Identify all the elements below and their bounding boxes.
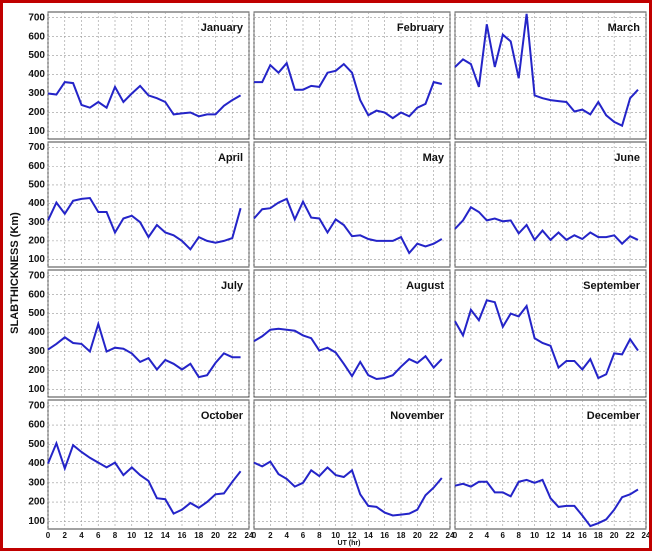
x-tick-label: 14 xyxy=(161,531,170,540)
panel-title: June xyxy=(614,152,640,164)
x-tick-label: 10 xyxy=(127,531,136,540)
y-tick-label: 500 xyxy=(28,439,45,450)
x-tick-label: 4 xyxy=(284,531,289,540)
y-tick-label: 400 xyxy=(28,458,45,469)
x-tick-label: 18 xyxy=(594,531,603,540)
data-line xyxy=(253,327,443,381)
x-tick-label: 4 xyxy=(485,531,490,540)
chart: SLABTHICKNESS (Km) UT (hr) 1002003004005… xyxy=(9,11,649,547)
y-tick-label: 700 xyxy=(28,400,45,411)
y-tick-label: 700 xyxy=(28,270,45,281)
data-line xyxy=(47,81,242,118)
y-tick-label: 600 xyxy=(28,31,45,42)
y-tick-label: 500 xyxy=(28,308,45,319)
data-line xyxy=(47,196,242,251)
data-line xyxy=(47,440,242,515)
x-tick-label: 22 xyxy=(626,531,635,540)
data-line xyxy=(47,320,241,379)
x-tick-label: 24 xyxy=(245,531,254,540)
x-tick-label: 8 xyxy=(516,531,521,540)
x-tick-label: 6 xyxy=(96,531,101,540)
y-tick-label: 300 xyxy=(28,217,45,228)
data-line xyxy=(454,478,639,528)
data-line xyxy=(454,205,639,246)
panel-title: November xyxy=(390,410,445,422)
panel-title: December xyxy=(587,410,641,422)
y-tick-label: 200 xyxy=(28,365,45,376)
x-tick-label: 16 xyxy=(380,531,389,540)
x-tick-label: 2 xyxy=(63,531,68,540)
y-tick-label: 400 xyxy=(28,327,45,338)
x-tick-label: 10 xyxy=(331,531,340,540)
y-tick-label: 600 xyxy=(28,420,45,431)
y-tick-label: 500 xyxy=(28,180,45,191)
x-tick-label: 8 xyxy=(317,531,322,540)
x-tick-label: 18 xyxy=(194,531,203,540)
x-tick-label: 24 xyxy=(642,531,649,540)
x-tick-label: 22 xyxy=(228,531,237,540)
x-tick-label: 2 xyxy=(268,531,273,540)
y-axis-label: SLABTHICKNESS (Km) xyxy=(9,212,21,334)
y-tick-label: 100 xyxy=(28,126,45,137)
x-tick-label: 4 xyxy=(79,531,84,540)
panel xyxy=(47,269,250,398)
y-tick-label: 700 xyxy=(28,12,45,23)
x-tick-label: 0 xyxy=(46,531,51,540)
y-tick-label: 100 xyxy=(28,254,45,265)
panel-title: September xyxy=(583,280,641,292)
x-tick-label: 6 xyxy=(301,531,306,540)
data-line xyxy=(454,13,639,128)
x-axis-label: UT (hr) xyxy=(338,540,361,547)
panel-title: August xyxy=(406,280,444,292)
y-tick-label: 200 xyxy=(28,236,45,247)
x-tick-label: 20 xyxy=(413,531,422,540)
y-tick-label: 700 xyxy=(28,142,45,153)
y-tick-label: 100 xyxy=(28,516,45,527)
y-tick-label: 400 xyxy=(28,198,45,209)
x-tick-label: 16 xyxy=(578,531,587,540)
x-tick-label: 20 xyxy=(610,531,619,540)
panel xyxy=(253,141,451,268)
x-tick-label: 16 xyxy=(178,531,187,540)
panel-title: April xyxy=(218,152,243,164)
y-tick-label: 300 xyxy=(28,477,45,488)
y-tick-label: 200 xyxy=(28,497,45,508)
x-tick-label: 8 xyxy=(113,531,118,540)
y-tick-label: 600 xyxy=(28,289,45,300)
y-tick-label: 600 xyxy=(28,161,45,172)
panel-title: March xyxy=(608,22,641,34)
data-line xyxy=(253,197,443,255)
x-tick-label: 12 xyxy=(546,531,555,540)
panel-title: July xyxy=(221,280,244,292)
panel-title: October xyxy=(201,410,244,422)
x-tick-label: 22 xyxy=(429,531,438,540)
x-tick-label: 0 xyxy=(252,531,257,540)
x-tick-label: 24 xyxy=(446,531,455,540)
x-tick-label: 12 xyxy=(348,531,357,540)
y-tick-label: 300 xyxy=(28,88,45,99)
y-tick-label: 300 xyxy=(28,346,45,357)
x-tick-label: 20 xyxy=(211,531,220,540)
data-line xyxy=(253,460,443,517)
panel-title: February xyxy=(397,22,445,34)
x-tick-label: 14 xyxy=(562,531,571,540)
y-tick-label: 500 xyxy=(28,50,45,61)
data-line xyxy=(254,61,443,120)
panel-title: January xyxy=(201,22,244,34)
x-tick-label: 2 xyxy=(469,531,474,540)
y-tick-label: 200 xyxy=(28,107,45,118)
x-tick-label: 6 xyxy=(501,531,506,540)
panel-title: May xyxy=(423,152,445,164)
y-tick-label: 400 xyxy=(28,69,45,80)
x-tick-label: 12 xyxy=(144,531,153,540)
x-tick-label: 10 xyxy=(530,531,539,540)
x-tick-label: 18 xyxy=(397,531,406,540)
x-tick-label: 14 xyxy=(364,531,373,540)
x-tick-label: 0 xyxy=(453,531,458,540)
data-line xyxy=(454,299,639,380)
y-tick-label: 100 xyxy=(28,384,45,395)
